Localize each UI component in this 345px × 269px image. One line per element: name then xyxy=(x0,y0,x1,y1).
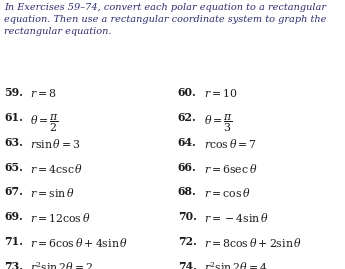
Text: 62.: 62. xyxy=(178,112,196,123)
Text: $r \sin \theta = 3$: $r \sin \theta = 3$ xyxy=(30,137,81,150)
Text: $r = 6 \cos \theta + 4 \sin \theta$: $r = 6 \cos \theta + 4 \sin \theta$ xyxy=(30,236,128,249)
Text: 63.: 63. xyxy=(4,137,23,148)
Text: $\theta = \dfrac{\pi}{3}$: $\theta = \dfrac{\pi}{3}$ xyxy=(204,112,233,133)
Text: $r = 8$: $r = 8$ xyxy=(30,87,57,100)
Text: $\theta = \dfrac{\pi}{2}$: $\theta = \dfrac{\pi}{2}$ xyxy=(30,112,59,133)
Text: 74.: 74. xyxy=(178,261,197,269)
Text: $r \cos \theta = 7$: $r \cos \theta = 7$ xyxy=(204,137,257,150)
Text: 69.: 69. xyxy=(4,211,23,222)
Text: $r = 4 \csc \theta$: $r = 4 \csc \theta$ xyxy=(30,162,83,175)
Text: 59.: 59. xyxy=(4,87,23,98)
Text: 70.: 70. xyxy=(178,211,197,222)
Text: $r = -4 \sin \theta$: $r = -4 \sin \theta$ xyxy=(204,211,269,224)
Text: 60.: 60. xyxy=(178,87,196,98)
Text: $r^2 \sin 2\theta = 4$: $r^2 \sin 2\theta = 4$ xyxy=(204,261,268,269)
Text: 68.: 68. xyxy=(178,186,196,197)
Text: 64.: 64. xyxy=(178,137,196,148)
Text: $r = \sin \theta$: $r = \sin \theta$ xyxy=(30,186,75,199)
Text: $r = 12 \cos \theta$: $r = 12 \cos \theta$ xyxy=(30,211,91,224)
Text: $r^2 \sin 2\theta = 2$: $r^2 \sin 2\theta = 2$ xyxy=(30,261,93,269)
Text: 65.: 65. xyxy=(4,162,23,173)
Text: 73.: 73. xyxy=(4,261,23,269)
Text: 72.: 72. xyxy=(178,236,197,247)
Text: In Exercises 59–74, convert each polar equation to a rectangular
equation. Then : In Exercises 59–74, convert each polar e… xyxy=(4,3,326,36)
Text: $r = 8 \cos \theta + 2 \sin \theta$: $r = 8 \cos \theta + 2 \sin \theta$ xyxy=(204,236,302,249)
Text: 66.: 66. xyxy=(178,162,196,173)
Text: $r = 6 \sec \theta$: $r = 6 \sec \theta$ xyxy=(204,162,258,175)
Text: $r = 10$: $r = 10$ xyxy=(204,87,238,100)
Text: 67.: 67. xyxy=(4,186,23,197)
Text: 61.: 61. xyxy=(4,112,23,123)
Text: 71.: 71. xyxy=(4,236,23,247)
Text: $r = \cos \theta$: $r = \cos \theta$ xyxy=(204,186,251,199)
